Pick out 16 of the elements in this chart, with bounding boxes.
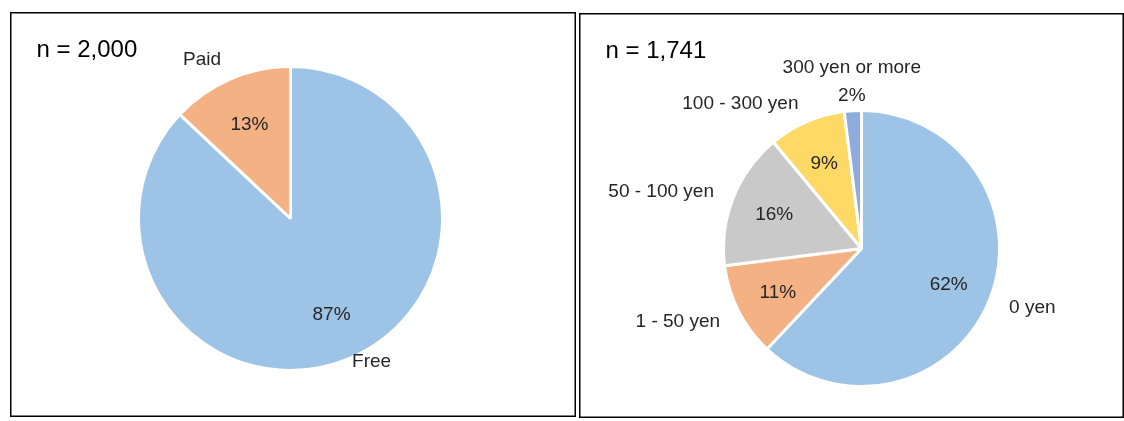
slice-label: Free: [352, 350, 392, 372]
data-label: 2%: [838, 83, 866, 105]
slice-label: Paid: [183, 47, 222, 69]
data-label: 16%: [755, 203, 794, 225]
slice-label: 300 yen or more: [782, 55, 921, 77]
data-label: 11%: [759, 280, 797, 302]
data-label: 62%: [929, 272, 968, 294]
data-label: 9%: [810, 151, 839, 173]
slice-label: 1 - 50 yen: [635, 310, 721, 332]
slice-label: 50 - 100 yen: [608, 179, 714, 201]
data-label: 13%: [230, 113, 269, 135]
chart-title: n = 1,741: [605, 36, 707, 63]
chart-title: n = 2,000: [36, 35, 138, 62]
data-label: 87%: [312, 302, 351, 324]
slice-label: 100 - 300 yen: [682, 92, 799, 114]
slice-label: 0 yen: [1009, 296, 1056, 318]
